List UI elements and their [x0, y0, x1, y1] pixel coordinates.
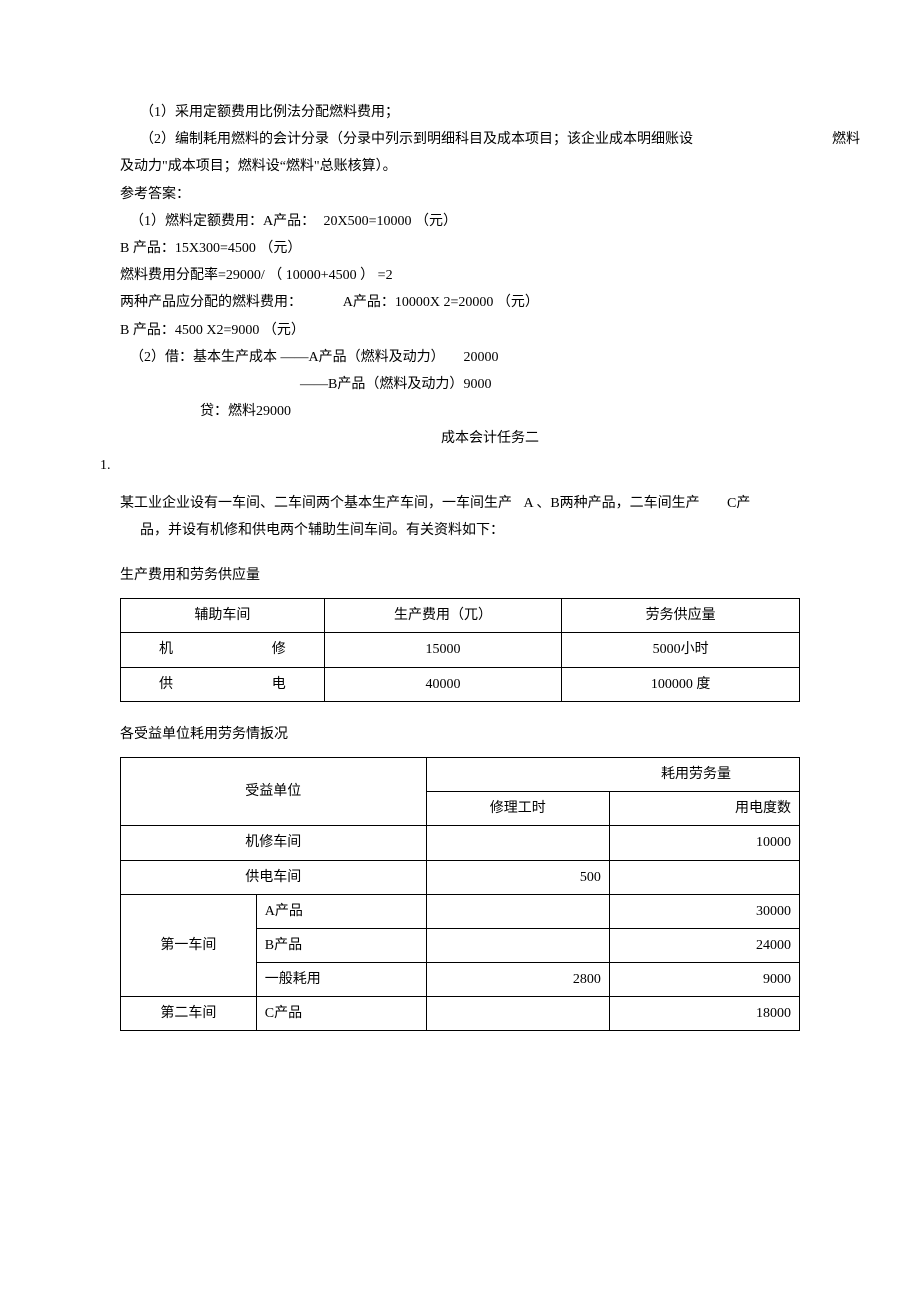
calc-line: 贷：燃料29000	[120, 399, 800, 424]
section-heading: 生产费用和劳务供应量	[120, 563, 800, 588]
text-line: 及动力"成本项目；燃料设“燃料"总账核算）。	[120, 154, 800, 179]
table-cell: 9000	[609, 963, 799, 997]
table-cell	[426, 894, 609, 928]
table-workshop-cost: 辅助车间 生产费用（兀） 劳务供应量 机修 15000 5000小时 供电 40…	[120, 598, 800, 702]
table-cell: 供电	[121, 667, 325, 701]
table-row: 第一车间 A产品 30000	[121, 894, 800, 928]
table-header: 生产费用（兀）	[324, 599, 562, 633]
table-cell: 供电车间	[121, 860, 427, 894]
calc-label: ——B产品（燃料及动力）	[120, 372, 460, 397]
text: 耗用劳务量	[427, 762, 791, 787]
calc-line: ——B产品（燃料及动力） 9000	[120, 372, 800, 397]
table-benefit-units: 受益单位 耗用劳务量 修理工时 用电度数 机修车间 10000 供电车间 500…	[120, 757, 800, 1032]
calc-line: B 产品：4500 X2=9000 （元）	[120, 318, 800, 343]
table-cell	[609, 860, 799, 894]
table-cell	[426, 928, 609, 962]
table-row: 受益单位 耗用劳务量	[121, 757, 800, 791]
table-cell: 30000	[609, 894, 799, 928]
table-header: 修理工时	[426, 792, 609, 826]
text-segment: （2）编制耗用燃料的会计分录（分录中列示到明细科目及成本项目；该企业成本明细账设	[120, 127, 693, 152]
table-row: 供电车间 500	[121, 860, 800, 894]
calc-label: （1）燃料定额费用：A产品：	[120, 209, 320, 234]
text-segment: 燃料	[832, 127, 860, 152]
table-row: 第二车间 C产品 18000	[121, 997, 800, 1031]
text-segment: A 、B两种产品，二车间生产	[524, 491, 724, 516]
table-cell	[426, 997, 609, 1031]
text: 修	[272, 637, 286, 662]
calc-line: B 产品：15X300=4500 （元）	[120, 236, 800, 261]
calc-value: 9000	[464, 372, 524, 397]
text-line: （2）编制耗用燃料的会计分录（分录中列示到明细科目及成本项目；该企业成本明细账设…	[120, 127, 800, 152]
text-line: （1）采用定额费用比例法分配燃料费用；	[120, 100, 800, 125]
table-cell: B产品	[256, 928, 426, 962]
section-heading: 各受益单位耗用劳务情扳况	[120, 722, 800, 747]
text-segment: C产	[727, 496, 750, 511]
calc-value: 20X500=10000 （元）	[324, 214, 458, 229]
table-cell	[426, 826, 609, 860]
text-ref: 参考答案：	[120, 182, 800, 207]
text: 机	[159, 637, 173, 662]
table-cell: 第二车间	[121, 997, 257, 1031]
table-cell: 10000	[609, 826, 799, 860]
calc-line: 两种产品应分配的燃料费用： A产品：10000X 2=20000 （元）	[120, 290, 800, 315]
desc-line: 品，并设有机修和供电两个辅助生间车间。有关资料如下：	[120, 518, 800, 543]
table-header: 辅助车间	[121, 599, 325, 633]
table-row: 供电 40000 100000 度	[121, 667, 800, 701]
calc-label: 两种产品应分配的燃料费用：	[120, 290, 340, 315]
table-cell: 5000小时	[562, 633, 800, 667]
calc-value: A产品：10000X 2=20000 （元）	[343, 295, 539, 310]
table-cell: 机修车间	[121, 826, 427, 860]
table-cell: 100000 度	[562, 667, 800, 701]
table-cell: 机修	[121, 633, 325, 667]
table-cell: 一般耗用	[256, 963, 426, 997]
table-header: 受益单位	[121, 757, 427, 825]
table-header: 用电度数	[609, 792, 799, 826]
table-header: 耗用劳务量	[426, 757, 799, 791]
calc-line: （1）燃料定额费用：A产品： 20X500=10000 （元）	[120, 209, 800, 234]
table-cell: 40000	[324, 667, 562, 701]
task-title: 成本会计任务二	[120, 426, 800, 451]
text-segment: 某工业企业设有一车间、二车间两个基本生产车间，一车间生产	[120, 491, 520, 516]
calc-line: （2）借：基本生产成本 ——A产品（燃料及动力） 20000	[120, 345, 800, 370]
table-cell: 2800	[426, 963, 609, 997]
calc-label: （2）借：基本生产成本 ——A产品（燃料及动力）	[120, 345, 460, 370]
table-cell: C产品	[256, 997, 426, 1031]
table-row: 机修车间 10000	[121, 826, 800, 860]
table-cell: 第一车间	[121, 894, 257, 997]
table-row: 辅助车间 生产费用（兀） 劳务供应量	[121, 599, 800, 633]
table-row: 机修 15000 5000小时	[121, 633, 800, 667]
table-cell: 15000	[324, 633, 562, 667]
table-cell: A产品	[256, 894, 426, 928]
desc-line: 某工业企业设有一车间、二车间两个基本生产车间，一车间生产 A 、B两种产品，二车…	[120, 491, 800, 516]
table-header: 劳务供应量	[562, 599, 800, 633]
table-cell: 18000	[609, 997, 799, 1031]
text: 电	[272, 672, 286, 697]
table-cell: 500	[426, 860, 609, 894]
table-cell: 24000	[609, 928, 799, 962]
calc-line: 燃料费用分配率=29000/ （ 10000+4500 ） =2	[120, 263, 800, 288]
calc-value: 20000	[464, 345, 524, 370]
text: 供	[159, 672, 173, 697]
list-number: 1.	[100, 453, 800, 478]
